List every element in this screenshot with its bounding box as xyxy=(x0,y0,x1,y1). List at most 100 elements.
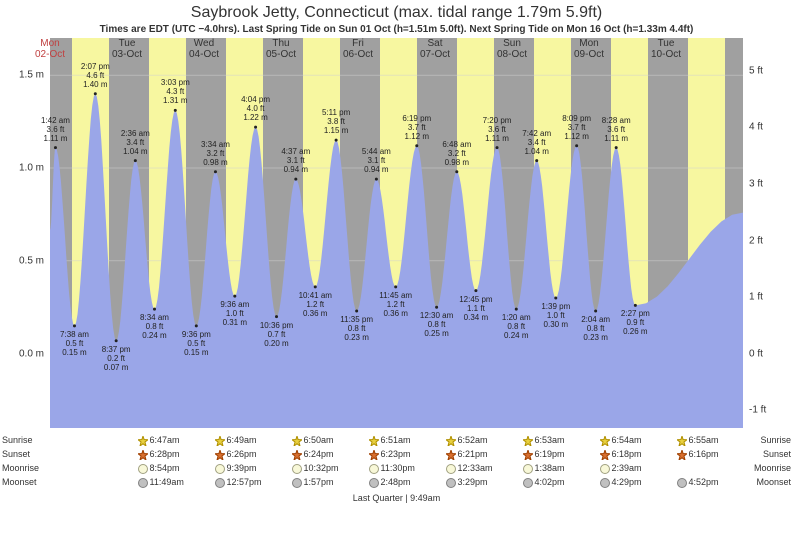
astro-label-moonrise-r: Moonrise xyxy=(743,463,791,473)
tide-peak-label: 8:09 pm3.7 ft1.12 m xyxy=(562,114,591,141)
chart-title: Saybrook Jetty, Connecticut (max. tidal … xyxy=(0,0,793,22)
y-tick-right: 5 ft xyxy=(749,65,763,76)
astro-label-moonset: Moonset xyxy=(2,477,50,487)
astro-sunset-value: 6:24pm xyxy=(292,449,334,460)
y-tick-right: -1 ft xyxy=(749,405,766,416)
astro-moonrise-value: 2:39am xyxy=(600,463,642,474)
y-tick-left: 1.5 m xyxy=(19,70,44,81)
day-header: Sun08-Oct xyxy=(492,38,532,60)
tide-peak-label: 1:42 am3.6 ft1.11 m xyxy=(41,116,70,143)
astro-moonrise-value: 11:30pm xyxy=(369,463,415,474)
astro-sunrise-value: 6:50am xyxy=(292,435,334,446)
y-tick-right: 2 ft xyxy=(749,235,763,246)
astro-row-sunrise: Sunrise Sunrise 6:47am 6:49am 6:50am 6:51am 6:… xyxy=(0,435,793,449)
y-axis-left: 0.0 m 0.5 m 1.0 m 1.5 m xyxy=(0,38,48,428)
day-header: Thu05-Oct xyxy=(261,38,301,60)
tide-peak-label: 8:37 pm0.2 ft0.07 m xyxy=(102,345,131,372)
astro-row-moonset: MoonsetMoonset11:49am12:57pm1:57pm2:48pm… xyxy=(0,477,793,491)
tide-peak-label: 7:20 pm3.6 ft1.11 m xyxy=(483,116,512,143)
day-header: Tue10-Oct xyxy=(646,38,686,60)
tide-peak-label: 8:34 am0.8 ft0.24 m xyxy=(140,313,169,340)
astro-sunrise-value: 6:55am xyxy=(677,435,719,446)
last-quarter-label: Last Quarter | 9:49am xyxy=(353,493,440,503)
tide-peak-label: 9:36 pm0.5 ft0.15 m xyxy=(182,330,211,357)
astro-sunrise-value: 6:54am xyxy=(600,435,642,446)
astro-label-sunset-r: Sunset xyxy=(743,449,791,459)
tide-peak-label: 5:44 am3.1 ft0.94 m xyxy=(362,147,391,174)
y-tick-right: 4 ft xyxy=(749,122,763,133)
y-tick-left: 0.5 m xyxy=(19,255,44,266)
tide-peak-label: 12:45 pm1.1 ft0.34 m xyxy=(459,295,492,322)
astro-sunset-value: 6:21pm xyxy=(446,449,488,460)
tide-peak-label: 3:03 pm4.3 ft1.31 m xyxy=(161,78,190,105)
day-header: Mon02-Oct xyxy=(30,38,70,60)
tide-peak-label: 1:20 am0.8 ft0.24 m xyxy=(502,313,531,340)
chart-subtitle: Times are EDT (UTC −4.0hrs). Last Spring… xyxy=(0,22,793,35)
tide-peak-label: 11:45 am1.2 ft0.36 m xyxy=(379,291,412,318)
astro-moonset-value: 2:48pm xyxy=(369,477,411,488)
tide-peak-label: 3:34 am3.2 ft0.98 m xyxy=(201,140,230,167)
astro-moonrise-value: 9:39pm xyxy=(215,463,257,474)
tide-peak-label: 2:36 am3.4 ft1.04 m xyxy=(121,129,150,156)
astro-moonrise-value: 10:32pm xyxy=(292,463,339,474)
astro-label-sunrise-r: Sunrise xyxy=(743,435,791,445)
tide-peak-label: 5:11 pm3.8 ft1.15 m xyxy=(322,108,350,135)
astro-sunset-value: 6:26pm xyxy=(215,449,257,460)
tide-peak-label: 7:42 am3.4 ft1.04 m xyxy=(522,129,551,156)
day-header: Wed04-Oct xyxy=(184,38,224,60)
day-header: Mon09-Oct xyxy=(569,38,609,60)
astro-sunrise-value: 6:53am xyxy=(523,435,565,446)
tide-peak-label: 11:35 pm0.8 ft0.23 m xyxy=(340,315,373,342)
day-header: Tue03-Oct xyxy=(107,38,147,60)
tide-peak-label: 9:36 am1.0 ft0.31 m xyxy=(220,300,249,327)
astro-sunset-value: 6:19pm xyxy=(523,449,565,460)
tide-chart: Saybrook Jetty, Connecticut (max. tidal … xyxy=(0,0,793,539)
astro-sunrise-value: 6:52am xyxy=(446,435,488,446)
tide-curve xyxy=(50,38,743,428)
astro-row-sunset: Sunset Sunset 6:28pm 6:26pm 6:24pm 6:23pm 6:21… xyxy=(0,449,793,463)
astro-sunrise-value: 6:47am xyxy=(138,435,180,446)
tide-peak-label: 12:30 am0.8 ft0.25 m xyxy=(420,311,453,338)
astro-moonrise-value: 1:38am xyxy=(523,463,565,474)
y-tick-left: 0.0 m xyxy=(19,348,44,359)
astro-moonset-value: 4:29pm xyxy=(600,477,642,488)
y-tick-left: 1.0 m xyxy=(19,163,44,174)
tide-peak-label: 10:36 pm0.7 ft0.20 m xyxy=(260,321,293,348)
tide-peak-label: 2:27 pm0.9 ft0.26 m xyxy=(621,309,650,336)
tide-peak-label: 10:41 am1.2 ft0.36 m xyxy=(299,291,332,318)
astronomy-info: Sunrise Sunrise 6:47am 6:49am 6:50am 6:51am 6:… xyxy=(0,435,793,505)
astro-moonset-value: 12:57pm xyxy=(215,477,262,488)
astro-label-sunrise: Sunrise xyxy=(2,435,50,445)
astro-label-moonrise: Moonrise xyxy=(2,463,50,473)
y-tick-right: 3 ft xyxy=(749,178,763,189)
tide-peak-label: 1:39 pm1.0 ft0.30 m xyxy=(541,302,570,329)
astro-moonset-value: 4:52pm xyxy=(677,477,719,488)
tide-peak-label: 6:48 am3.2 ft0.98 m xyxy=(442,140,471,167)
astro-sunrise-value: 6:51am xyxy=(369,435,411,446)
astro-sunset-value: 6:28pm xyxy=(138,449,180,460)
y-tick-right: 0 ft xyxy=(749,348,763,359)
y-axis-right: -1 ft 0 ft 1 ft 2 ft 3 ft 4 ft 5 ft xyxy=(745,38,793,428)
day-header: Sat07-Oct xyxy=(415,38,455,60)
astro-moonset-value: 11:49am xyxy=(138,477,184,488)
tide-peak-label: 7:38 am0.5 ft0.15 m xyxy=(60,330,89,357)
astro-moonrise-value: 12:33am xyxy=(446,463,493,474)
tide-peak-label: 4:37 am3.1 ft0.94 m xyxy=(281,147,310,174)
tide-peak-label: 2:07 pm4.6 ft1.40 m xyxy=(81,62,110,89)
tide-peak-label: 6:19 pm3.7 ft1.12 m xyxy=(402,114,431,141)
plot-area xyxy=(50,38,743,428)
astro-row-moonrise: Moonrise Moonrise 8:54pm 9:39pm 10:32pm 11:30… xyxy=(0,463,793,477)
astro-sunset-value: 6:16pm xyxy=(677,449,719,460)
day-header: Fri06-Oct xyxy=(338,38,378,60)
astro-moonset-value: 3:29pm xyxy=(446,477,488,488)
astro-label-sunset: Sunset xyxy=(2,449,50,459)
astro-moonset-value: 4:02pm xyxy=(523,477,565,488)
tide-peak-label: 2:04 am0.8 ft0.23 m xyxy=(581,315,610,342)
astro-sunrise-value: 6:49am xyxy=(215,435,257,446)
astro-sunset-value: 6:18pm xyxy=(600,449,642,460)
astro-moonset-value: 1:57pm xyxy=(292,477,334,488)
astro-sunset-value: 6:23pm xyxy=(369,449,411,460)
astro-moonrise-value: 8:54pm xyxy=(138,463,180,474)
y-tick-right: 1 ft xyxy=(749,292,763,303)
tide-peak-label: 8:28 am3.6 ft1.11 m xyxy=(602,116,631,143)
